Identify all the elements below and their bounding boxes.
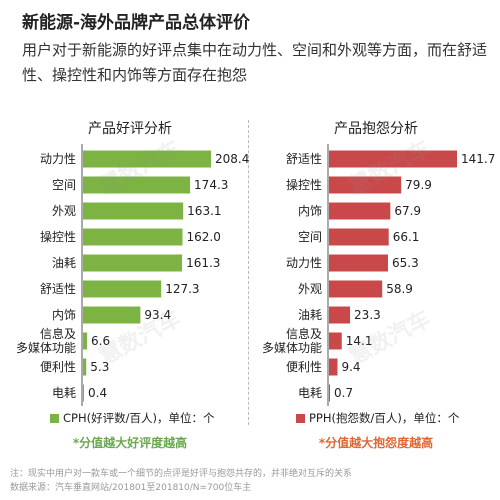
praise-value-label: 208.4	[215, 152, 249, 166]
complaint-value-label: 141.7	[461, 152, 495, 166]
complaint-bar	[329, 332, 342, 350]
complaint-bar	[329, 228, 389, 246]
praise-value-label: 0.4	[88, 386, 107, 400]
footnote-source: 数据来源：汽车垂直网站/201801至201810/N=700位车主	[10, 483, 252, 493]
praise-category-label: 动力性	[40, 152, 76, 166]
panel-divider	[248, 120, 249, 425]
praise-bar-chart: 208.4 动力性 174.3 空间 163.1 外观 162.0 操控性 161.3 油耗 127…	[16, 144, 249, 406]
praise-category-label: 油耗	[52, 256, 76, 270]
praise-category-label-line: 多媒体功能	[16, 341, 76, 355]
complaint-bar	[329, 280, 383, 298]
praise-bar	[83, 228, 183, 246]
footnote-note: 注：现实中用户对一款车或一个细节的点评是好评与抱怨共存的，并非绝对互斥的关系	[10, 469, 353, 479]
complaint-category-label: 便利性	[286, 360, 322, 374]
complaint-note: *分值越大抱怨度越高	[318, 436, 434, 450]
praise-category-label: 信息及多媒体功能	[16, 326, 76, 355]
praise-category-label: 外观	[52, 204, 76, 218]
complaint-category-label-line: 信息及	[286, 326, 322, 341]
complaint-chart-title: 产品抱怨分析	[334, 121, 418, 137]
complaint-bar	[329, 202, 391, 220]
praise-value-label: 93.4	[144, 308, 171, 322]
complaint-legend-swatch	[296, 414, 305, 423]
praise-value-label: 174.3	[194, 178, 228, 192]
praise-chart-title: 产品好评分析	[88, 121, 172, 137]
praise-bar	[83, 254, 183, 272]
complaint-value-label: 65.3	[392, 256, 419, 270]
praise-category-label: 内饰	[52, 308, 76, 322]
page-title: 新能源-海外品牌产品总体评价	[22, 13, 251, 33]
praise-bar	[83, 358, 87, 376]
praise-bar	[83, 384, 84, 402]
complaint-value-label: 9.4	[341, 360, 360, 374]
complaint-category-label: 动力性	[286, 256, 322, 270]
complaint-category-label: 电耗	[298, 386, 322, 400]
complaint-category-label: 操控性	[286, 177, 322, 192]
praise-category-label: 舒适性	[40, 282, 76, 296]
praise-legend-swatch	[50, 414, 59, 423]
praise-legend-label: CPH(好评数/百人)，单位：个	[63, 411, 215, 425]
praise-value-label: 162.0	[187, 230, 221, 244]
complaint-value-label: 67.9	[394, 204, 421, 218]
complaint-category-label: 信息及多媒体功能	[262, 326, 322, 355]
complaint-category-label: 油耗	[298, 308, 322, 322]
praise-value-label: 127.3	[165, 282, 199, 296]
complaint-bar	[329, 176, 402, 194]
praise-value-label: 161.3	[186, 256, 220, 270]
praise-bar	[83, 202, 184, 220]
complaint-category-label: 空间	[298, 230, 322, 244]
praise-bar	[83, 150, 211, 168]
complaint-bar	[329, 306, 351, 324]
praise-value-label: 5.3	[90, 360, 109, 374]
praise-value-label: 6.6	[91, 334, 110, 348]
complaint-category-label: 外观	[298, 282, 322, 296]
praise-bar	[83, 306, 141, 324]
praise-note: *分值越大好评度越高	[72, 436, 188, 450]
complaint-chart-panel: 产品抱怨分析 141.7 舒适性 79.9 操控性 67.9 内饰 66.1 空间 65.3 动力…	[256, 112, 496, 452]
complaint-category-label: 舒适性	[286, 152, 322, 166]
praise-value-label: 163.1	[187, 204, 221, 218]
praise-category-label: 操控性	[40, 229, 76, 244]
praise-category-label-line: 信息及	[40, 326, 76, 341]
praise-legend: CPH(好评数/百人)，单位：个	[50, 410, 214, 426]
complaint-value-label: 79.9	[405, 178, 432, 192]
complaint-value-label: 66.1	[393, 230, 420, 244]
complaint-value-label: 23.3	[354, 308, 381, 322]
complaint-category-label: 内饰	[298, 204, 322, 218]
complaint-value-label: 14.1	[346, 334, 373, 348]
page-description: 用户对于新能源的好评点集中在动力性、空间和外观等方面，而在舒适性、操控性和内饰等…	[22, 41, 488, 84]
complaint-value-label: 58.9	[386, 282, 413, 296]
praise-chart-panel: 产品好评分析 208.4 动力性 174.3 空间 163.1 外观 162.0 操控性 161…	[10, 112, 250, 452]
complaint-bar	[329, 358, 338, 376]
complaint-bar	[329, 384, 330, 402]
praise-bar	[83, 176, 191, 194]
complaint-bar-chart: 141.7 舒适性 79.9 操控性 67.9 内饰 66.1 空间 65.3 动力性 58.9 外观…	[262, 144, 495, 406]
complaint-legend: PPH(抱怨数/百人)，单位：个	[296, 410, 459, 426]
praise-category-label: 便利性	[40, 360, 76, 374]
complaint-category-label-line: 多媒体功能	[262, 341, 322, 355]
praise-bar	[83, 332, 88, 350]
complaint-bar	[329, 254, 388, 272]
complaint-legend-label: PPH(抱怨数/百人)，单位：个	[309, 411, 460, 425]
praise-category-label: 电耗	[52, 386, 76, 400]
praise-category-label: 空间	[52, 178, 76, 192]
praise-bar	[83, 280, 162, 298]
complaint-bar	[329, 150, 457, 168]
complaint-value-label: 0.7	[334, 386, 353, 400]
